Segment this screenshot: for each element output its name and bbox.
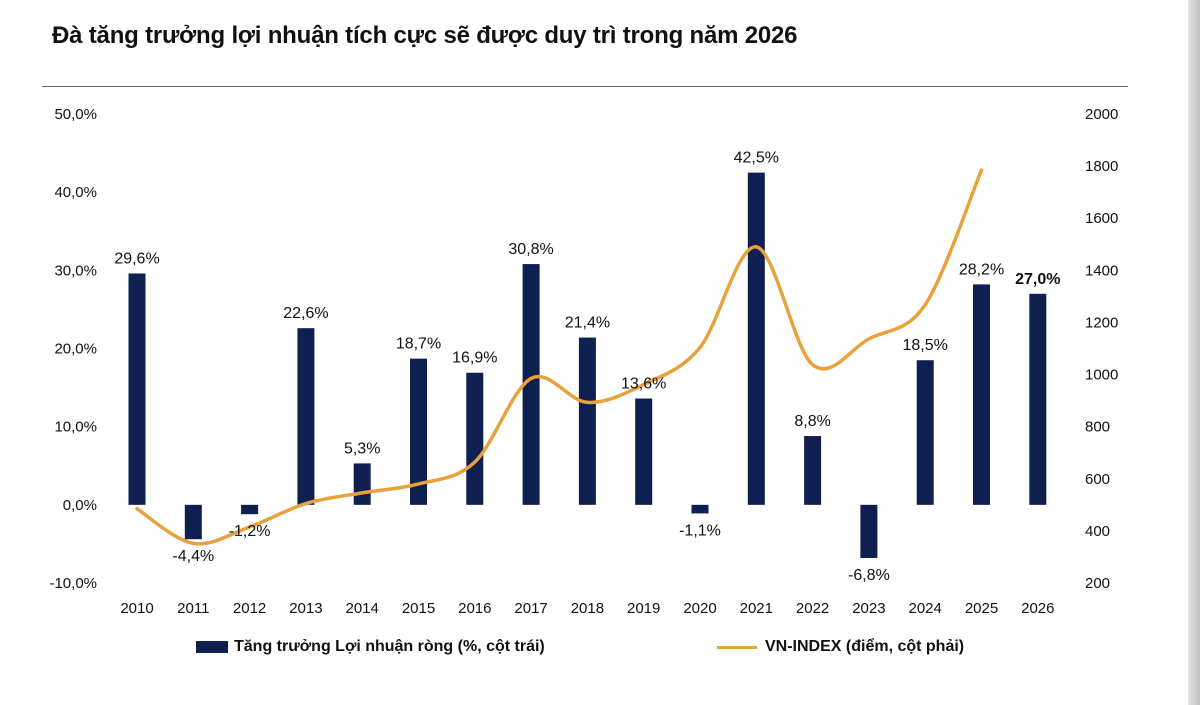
bar xyxy=(353,463,371,505)
bar-value-label: -1,2% xyxy=(229,523,271,540)
legend-swatch-line xyxy=(717,645,757,649)
right-tick-label: 1600 xyxy=(1085,210,1118,227)
bar-value-label: 42,5% xyxy=(734,150,779,167)
bar-value-label: 18,5% xyxy=(903,337,948,354)
bar xyxy=(241,504,259,515)
bar-value-label: 8,8% xyxy=(794,413,830,430)
bar-value-label: -6,8% xyxy=(848,567,890,584)
bar-value-label: -4,4% xyxy=(172,548,214,565)
right-tick-label: 600 xyxy=(1085,471,1110,488)
x-tick-label: 2018 xyxy=(571,600,604,617)
bar xyxy=(691,504,709,514)
bar xyxy=(184,504,202,540)
right-tick-label: 400 xyxy=(1085,523,1110,540)
x-tick-label: 2022 xyxy=(796,600,829,617)
page-edge-shadow xyxy=(1188,0,1200,705)
bar-series xyxy=(128,172,1047,558)
left-tick-label: 40,0% xyxy=(54,184,97,201)
data-labels: 29,6% -4,4% -1,2% 22,6% 5,3% 18,7% 16,9% 30,8% 2… xyxy=(114,150,1060,584)
right-axis: 200 400 600 800 1000 1200 1400 1600 1800 2000 xyxy=(1085,106,1118,592)
x-tick-label: 2025 xyxy=(965,600,998,617)
x-tick-label: 2017 xyxy=(514,600,547,617)
legend-swatch-bars xyxy=(196,641,228,653)
bar-value-label: 29,6% xyxy=(114,250,159,267)
bar-value-label: 18,7% xyxy=(396,336,441,353)
left-tick-label: 30,0% xyxy=(54,262,97,279)
title-divider xyxy=(42,86,1128,87)
x-tick-label: 2019 xyxy=(627,600,660,617)
x-tick-label: 2024 xyxy=(909,600,942,617)
bar-value-label: 21,4% xyxy=(565,315,610,332)
legend-item-line: VN-INDEX (điểm, cột phải) xyxy=(717,638,964,656)
x-tick-label: 2021 xyxy=(740,600,773,617)
x-tick-label: 2015 xyxy=(402,600,435,617)
bar xyxy=(297,328,315,505)
combo-chart: -10,0% 0,0% 10,0% 20,0% 30,0% 40,0% 50,0% 200 4… xyxy=(49,106,1118,617)
legend-label-bars: Tăng trưởng Lợi nhuận ròng (%, cột trái) xyxy=(234,638,545,655)
bar xyxy=(578,337,596,505)
x-tick-label: 2023 xyxy=(852,600,885,617)
left-tick-label: -10,0% xyxy=(49,575,97,592)
x-tick-label: 2012 xyxy=(233,600,266,617)
bar-value-label: 27,0% xyxy=(1015,271,1060,288)
bar xyxy=(1029,293,1047,505)
x-tick-label: 2014 xyxy=(346,600,379,617)
left-tick-label: 10,0% xyxy=(54,419,97,436)
x-tick-label: 2010 xyxy=(120,600,153,617)
bar xyxy=(804,436,822,505)
left-axis: -10,0% 0,0% 10,0% 20,0% 30,0% 40,0% 50,0% xyxy=(49,106,97,592)
chart-title: Đà tăng trưởng lợi nhuận tích cực sẽ đượ… xyxy=(52,22,798,49)
right-tick-label: 1800 xyxy=(1085,158,1118,175)
vnindex-line xyxy=(135,168,984,546)
legend-item-bars: Tăng trưởng Lợi nhuận ròng (%, cột trái) xyxy=(196,638,545,656)
bar-value-label: -1,1% xyxy=(679,522,721,539)
bar xyxy=(860,504,878,558)
x-tick-label: 2016 xyxy=(458,600,491,617)
line-series xyxy=(135,168,984,546)
bar-value-label: 16,9% xyxy=(452,350,497,367)
legend-label-line: VN-INDEX (điểm, cột phải) xyxy=(765,638,965,655)
right-tick-label: 200 xyxy=(1085,575,1110,592)
bar xyxy=(973,284,990,505)
bar-value-label: 30,8% xyxy=(508,241,553,258)
legend: Tăng trưởng Lợi nhuận ròng (%, cột trái)… xyxy=(0,638,1200,664)
bar xyxy=(747,172,765,505)
bar xyxy=(916,360,934,505)
right-tick-label: 2000 xyxy=(1085,106,1118,123)
x-tick-label: 2026 xyxy=(1021,600,1054,617)
x-tick-label: 2011 xyxy=(177,600,209,617)
x-axis: 2010 2011 2012 2013 2014 2015 2016 2017 2018 2019… xyxy=(120,600,1054,617)
left-tick-label: 0,0% xyxy=(63,497,97,514)
bar xyxy=(466,372,484,505)
x-tick-label: 2013 xyxy=(289,600,322,617)
right-tick-label: 1000 xyxy=(1085,367,1118,384)
right-tick-label: 1200 xyxy=(1085,314,1118,331)
bar xyxy=(635,398,653,505)
right-tick-label: 1400 xyxy=(1085,262,1118,279)
bar-value-label: 5,3% xyxy=(344,440,380,457)
bar-value-label: 28,2% xyxy=(959,261,1004,278)
bar-value-label: 22,6% xyxy=(283,305,328,322)
left-tick-label: 20,0% xyxy=(54,341,97,358)
bar xyxy=(128,273,146,505)
x-tick-label: 2020 xyxy=(683,600,716,617)
bar xyxy=(522,264,540,505)
bar xyxy=(410,358,427,505)
bar-value-label: 13,6% xyxy=(621,376,666,393)
right-tick-label: 800 xyxy=(1085,419,1110,436)
left-tick-label: 50,0% xyxy=(54,106,97,123)
